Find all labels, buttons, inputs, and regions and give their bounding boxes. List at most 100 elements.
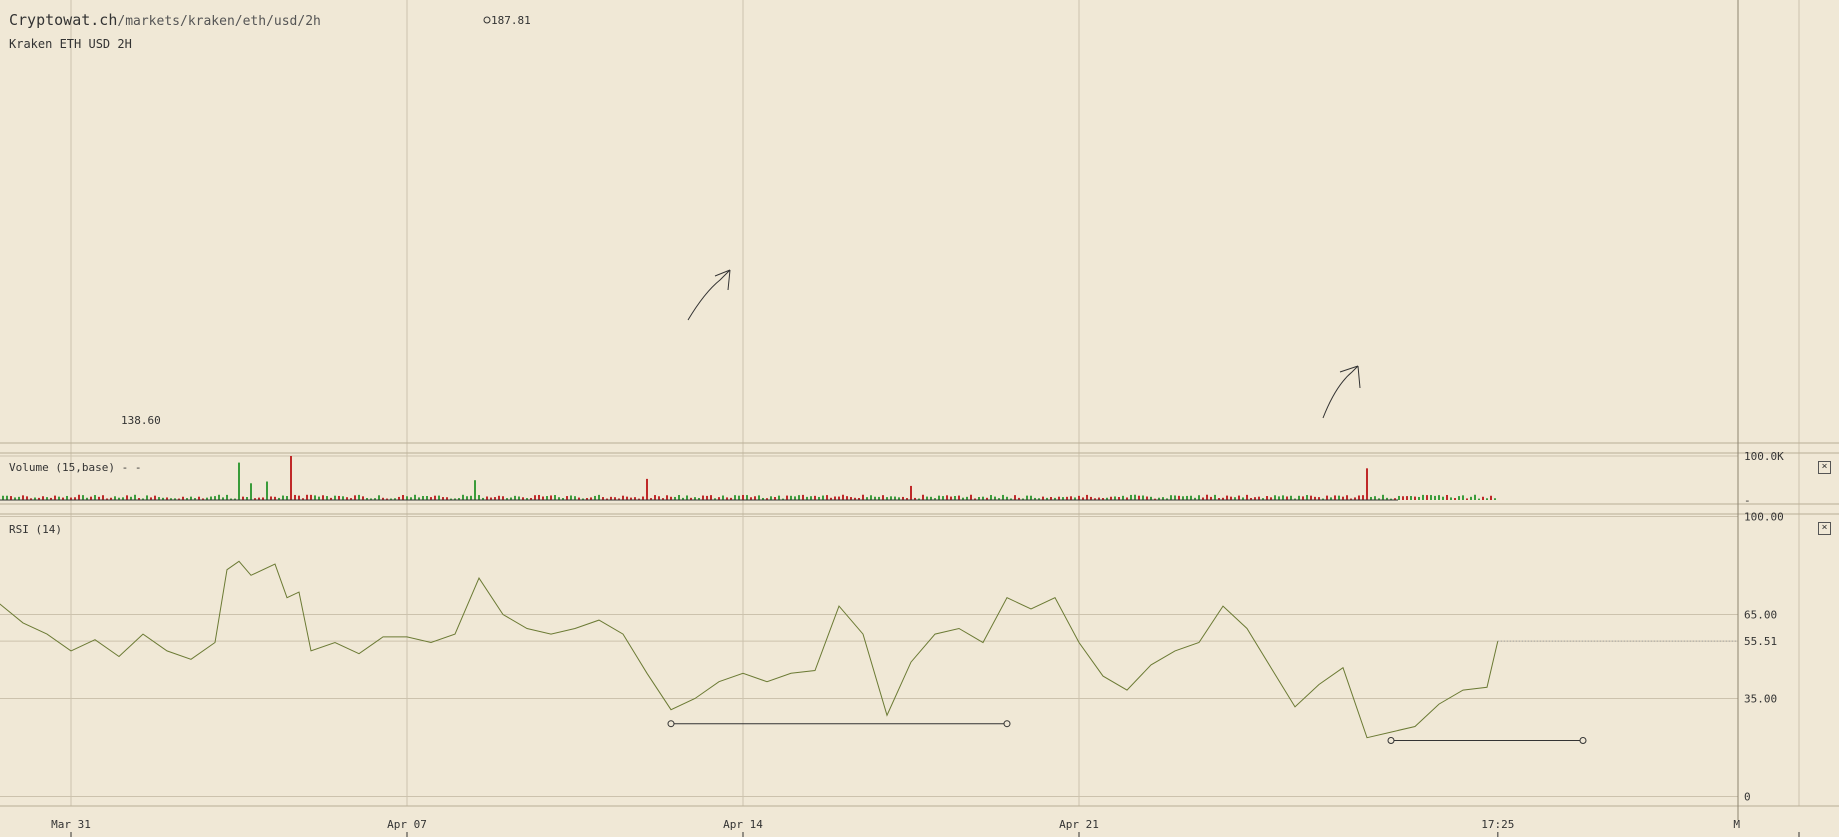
volume-bar <box>1338 495 1340 500</box>
volume-bar <box>2 495 4 500</box>
volume-bar <box>70 497 72 500</box>
rsi-support-handle <box>1003 720 1011 728</box>
volume-bar <box>118 497 120 500</box>
volume-spike <box>266 481 268 500</box>
volume-bar <box>930 496 932 500</box>
volume-bar <box>750 497 752 500</box>
volume-bar <box>1194 497 1196 500</box>
volume-bar <box>1222 497 1224 500</box>
volume-bar <box>582 498 584 500</box>
volume-bar <box>386 498 388 500</box>
volume-bar <box>410 497 412 500</box>
volume-bar <box>1178 495 1180 500</box>
volume-bar <box>650 498 652 500</box>
volume-bar <box>310 494 312 500</box>
volume-bar <box>1050 496 1052 500</box>
volume-bar <box>570 495 572 500</box>
volume-bar <box>458 498 460 500</box>
volume-bar <box>622 495 624 500</box>
volume-bar <box>1418 496 1420 500</box>
low-label: 138.60 <box>121 414 161 427</box>
volume-bar <box>298 495 300 500</box>
volume-close-button[interactable]: × <box>1818 461 1831 474</box>
volume-bar <box>462 494 464 500</box>
x-tick-label: 17:25 <box>1481 818 1514 831</box>
volume-bar <box>78 494 80 500</box>
high-handle <box>483 16 491 24</box>
volume-bar <box>1170 495 1172 500</box>
volume-bar <box>478 495 480 500</box>
volume-bar <box>978 497 980 500</box>
volume-bar <box>1054 497 1056 500</box>
volume-spike <box>1366 468 1368 500</box>
volume-bar <box>1114 496 1116 500</box>
volume-bar <box>1110 496 1112 500</box>
volume-bar <box>1314 496 1316 500</box>
volume-bar <box>82 495 84 500</box>
volume-bar <box>562 498 564 500</box>
volume-bar <box>522 497 524 500</box>
volume-bar <box>398 496 400 500</box>
rsi-series-line <box>0 560 1499 739</box>
volume-bar <box>482 497 484 500</box>
volume-bar <box>1206 494 1208 500</box>
volume-bar <box>318 496 320 500</box>
volume-bar <box>418 497 420 500</box>
volume-bar <box>642 496 644 500</box>
volume-bar <box>218 494 220 500</box>
volume-bar <box>22 495 24 500</box>
volume-bar <box>354 495 356 500</box>
volume-bar <box>718 497 720 500</box>
volume-bar <box>1238 495 1240 500</box>
volume-bar <box>826 495 828 500</box>
volume-bar <box>598 494 600 500</box>
volume-bar <box>370 498 372 500</box>
volume-bar <box>1150 496 1152 500</box>
volume-bar <box>150 497 152 500</box>
volume-bar <box>1306 495 1308 500</box>
volume-bar <box>1442 496 1444 500</box>
volume-bar <box>554 495 556 500</box>
volume-bar <box>1402 496 1404 500</box>
volume-bar <box>54 495 56 500</box>
rsi-close-button[interactable]: × <box>1818 522 1831 535</box>
site-name[interactable]: Cryptowat.ch <box>9 11 118 29</box>
volume-bar <box>1086 494 1088 500</box>
volume-bar <box>1490 495 1492 500</box>
volume-tick-label: 100.0K <box>1744 450 1784 463</box>
volume-bar <box>862 494 864 500</box>
volume-bar <box>770 496 772 500</box>
volume-bar <box>918 498 920 500</box>
volume-bar <box>518 496 520 500</box>
volume-bar <box>558 497 560 500</box>
volume-bar <box>426 496 428 500</box>
volume-bar <box>966 496 968 500</box>
volume-bar <box>1142 495 1144 500</box>
rsi-tick-label: 55.51 <box>1744 635 1777 648</box>
volume-bar <box>1282 495 1284 500</box>
volume-bar <box>350 498 352 500</box>
volume-bar <box>510 497 512 500</box>
volume-bar <box>34 497 36 500</box>
volume-bar <box>1186 495 1188 500</box>
volume-bar <box>190 496 192 500</box>
volume-bar <box>882 495 884 500</box>
volume-bar <box>634 497 636 500</box>
volume-bar <box>1218 498 1220 500</box>
volume-bar <box>602 497 604 500</box>
volume-bar <box>746 495 748 500</box>
volume-bar <box>1254 497 1256 500</box>
volume-bar <box>222 497 224 500</box>
volume-bar <box>1230 496 1232 500</box>
volume-bar <box>470 495 472 500</box>
volume-spike <box>646 478 648 500</box>
volume-bar <box>1034 497 1036 500</box>
volume-bar <box>406 496 408 500</box>
volume-bar <box>1122 495 1124 500</box>
volume-bar <box>710 495 712 500</box>
volume-bar <box>1210 496 1212 500</box>
volume-bar <box>1350 498 1352 500</box>
volume-bar <box>714 498 716 500</box>
volume-bar <box>450 498 452 500</box>
